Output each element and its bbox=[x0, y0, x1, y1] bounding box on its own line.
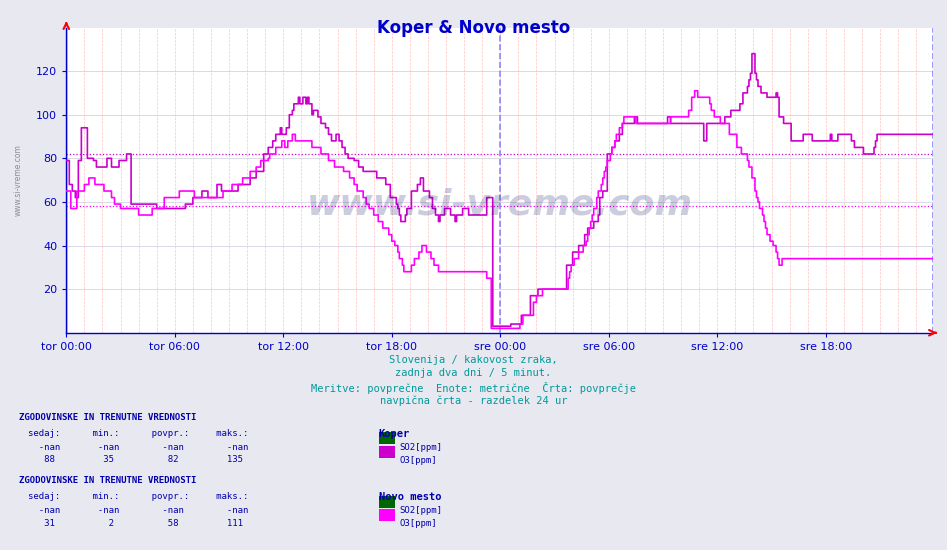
Text: -nan       -nan        -nan        -nan: -nan -nan -nan -nan bbox=[28, 443, 249, 452]
Text: ZGODOVINSKE IN TRENUTNE VREDNOSTI: ZGODOVINSKE IN TRENUTNE VREDNOSTI bbox=[19, 412, 196, 421]
Text: sedaj:      min.:      povpr.:     maks.:: sedaj: min.: povpr.: maks.: bbox=[28, 429, 249, 438]
Text: 31          2          58         111: 31 2 58 111 bbox=[28, 519, 243, 527]
Text: navpična črta - razdelek 24 ur: navpična črta - razdelek 24 ur bbox=[380, 396, 567, 406]
Text: O3[ppm]: O3[ppm] bbox=[400, 519, 438, 528]
Text: Slovenija / kakovost zraka,: Slovenija / kakovost zraka, bbox=[389, 355, 558, 365]
Text: SO2[ppm]: SO2[ppm] bbox=[400, 443, 442, 452]
Text: sedaj:      min.:      povpr.:     maks.:: sedaj: min.: povpr.: maks.: bbox=[28, 492, 249, 501]
Text: -nan       -nan        -nan        -nan: -nan -nan -nan -nan bbox=[28, 506, 249, 515]
Text: O3[ppm]: O3[ppm] bbox=[400, 456, 438, 465]
Text: zadnja dva dni / 5 minut.: zadnja dva dni / 5 minut. bbox=[396, 368, 551, 378]
Text: www.si-vreme.com: www.si-vreme.com bbox=[307, 188, 692, 222]
Text: www.si-vreme.com: www.si-vreme.com bbox=[14, 144, 23, 216]
Text: SO2[ppm]: SO2[ppm] bbox=[400, 506, 442, 515]
Text: Koper & Novo mesto: Koper & Novo mesto bbox=[377, 19, 570, 37]
Text: Novo mesto: Novo mesto bbox=[379, 492, 441, 502]
Text: ZGODOVINSKE IN TRENUTNE VREDNOSTI: ZGODOVINSKE IN TRENUTNE VREDNOSTI bbox=[19, 476, 196, 485]
Text: Koper: Koper bbox=[379, 429, 410, 439]
Text: Meritve: povprečne  Enote: metrične  Črta: povprečje: Meritve: povprečne Enote: metrične Črta:… bbox=[311, 382, 636, 394]
Text: 88         35          82         135: 88 35 82 135 bbox=[28, 455, 243, 464]
